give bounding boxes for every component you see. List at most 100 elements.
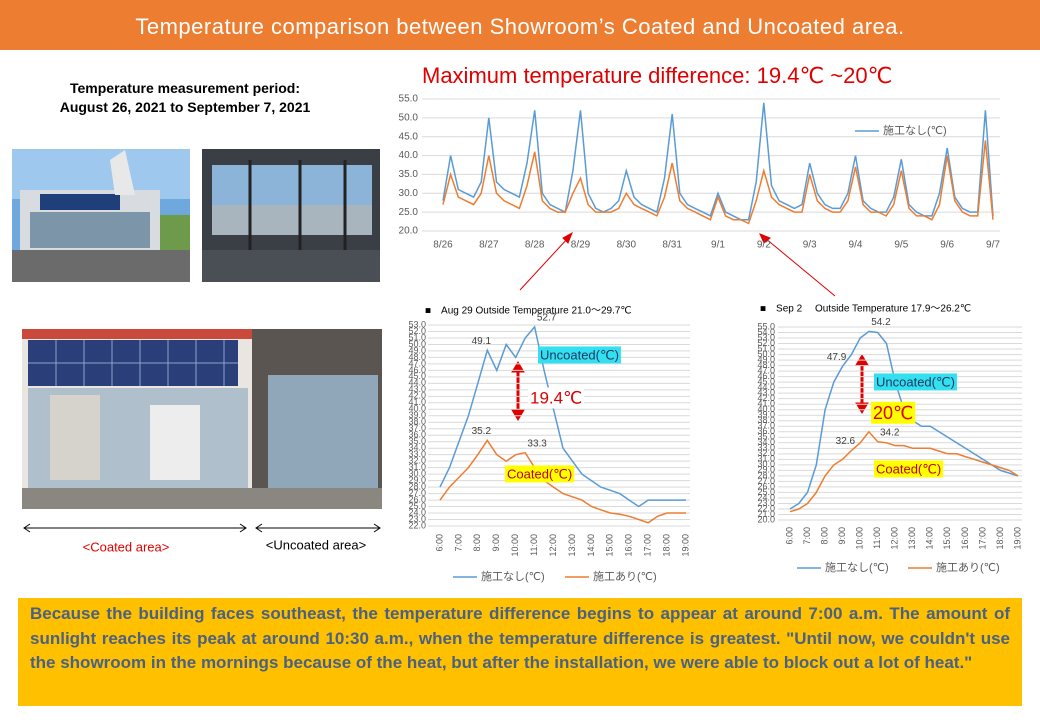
y-tick-label: 43.0 [408, 384, 426, 394]
annotation: Coated(℃) [876, 461, 941, 476]
data-label: 32.6 [836, 436, 856, 447]
y-tick-label: 26.0 [757, 481, 775, 491]
x-tick-label: 6:00 [784, 527, 794, 545]
x-tick-label: 8/27 [479, 240, 499, 251]
annotation-bg [538, 346, 621, 364]
x-tick-label: 7:00 [453, 534, 463, 552]
legend-label: 施工あり(℃) [593, 570, 657, 583]
data-label: 35.2 [472, 426, 492, 437]
y-tick-label: 23.0 [408, 514, 426, 524]
caption-coated: <Coated area> [83, 539, 170, 554]
legend-label: 施工あり(℃) [936, 561, 1000, 574]
y-tick-label: 36.0 [757, 426, 775, 436]
y-tick-label: 49.0 [757, 354, 775, 364]
annotation-bg [874, 460, 944, 478]
y-tick-label: 44.0 [408, 378, 426, 388]
y-tick-label: 36.0 [408, 430, 426, 440]
x-tick-label: 9:00 [491, 534, 501, 552]
y-tick-label: 32.0 [408, 456, 426, 466]
data-label: 49.1 [472, 336, 492, 347]
caption-uncoated: <Uncoated area> [266, 537, 366, 552]
y-tick-label: 38.0 [408, 417, 426, 427]
y-tick-label: 35.0 [399, 169, 419, 180]
legend-label: 施工なし(℃) [883, 124, 947, 137]
y-tick-label: 24.0 [408, 507, 426, 517]
y-tick-label: 43.0 [757, 388, 775, 398]
y-tick-label: 52.0 [408, 326, 426, 336]
y-tick-label: 31.0 [757, 454, 775, 464]
x-tick-label: 14:00 [586, 534, 596, 557]
data-label: 52.7 [537, 313, 557, 324]
y-tick-label: 47.0 [408, 358, 426, 368]
x-tick-label: 11:00 [872, 527, 882, 549]
x-tick-label: 6:00 [434, 534, 444, 552]
y-tick-label: 55.0 [757, 321, 775, 331]
period-label: Temperature measurement period: [69, 80, 301, 96]
y-tick-label: 42.0 [757, 393, 775, 403]
y-tick-label: 42.0 [408, 391, 426, 401]
y-tick-label: 40.0 [399, 150, 419, 161]
annotation: Uncoated(℃) [540, 347, 619, 362]
y-tick-label: 33.0 [408, 449, 426, 459]
y-tick-label: 21.0 [757, 509, 775, 519]
difference-arrows [511, 354, 869, 421]
annotation-bg [871, 401, 916, 424]
y-tick-label: 20.0 [399, 226, 419, 237]
y-tick-label: 24.0 [757, 492, 775, 502]
y-tick-label: 52.0 [757, 338, 775, 348]
series-line [442, 140, 994, 225]
y-tick-label: 53.0 [408, 319, 426, 329]
x-tick-label: 9/5 [894, 240, 908, 251]
x-tick-label: 8/29 [571, 240, 591, 251]
x-tick-label: 19:00 [1012, 527, 1022, 550]
y-tick-label: 28.0 [408, 481, 426, 491]
annotation: Coated(℃) [507, 466, 572, 481]
y-tick-label: 25.0 [408, 501, 426, 511]
x-tick-label: 9/6 [940, 240, 954, 251]
y-tick-label: 48.0 [408, 352, 426, 362]
y-tick-label: 40.0 [408, 404, 426, 414]
photo-exterior [12, 149, 190, 282]
y-tick-label: 37.0 [757, 421, 775, 431]
y-tick-label: 51.0 [757, 343, 775, 353]
y-tick-label: 35.0 [757, 432, 775, 442]
y-tick-label: 46.0 [408, 365, 426, 375]
x-tick-label: 8:00 [472, 534, 482, 552]
data-label: 33.3 [527, 438, 547, 449]
x-tick-label: 8/28 [525, 240, 545, 251]
y-tick-label: 48.0 [757, 360, 775, 370]
y-tick-label: 45.0 [399, 131, 419, 142]
y-tick-label: 39.0 [408, 410, 426, 420]
x-tick-label: 13:00 [907, 527, 917, 550]
y-tick-label: 29.0 [757, 465, 775, 475]
annotation-bg [505, 465, 575, 483]
y-tick-label: 40.0 [757, 404, 775, 414]
x-tick-label: 16:00 [960, 527, 970, 550]
x-tick-label: 11:00 [529, 534, 539, 556]
x-tick-label: 18:00 [661, 534, 671, 557]
y-tick-label: 45.0 [408, 371, 426, 381]
y-tick-label: 55.0 [399, 94, 419, 105]
y-tick-label: 37.0 [408, 423, 426, 433]
photo-interior [202, 149, 380, 282]
y-tick-label: 35.0 [408, 436, 426, 446]
series-line [439, 325, 686, 508]
y-tick-label: 51.0 [408, 332, 426, 342]
dimension-arrows [23, 523, 381, 533]
x-tick-label: 16:00 [624, 534, 634, 557]
pointer-arrows [519, 231, 836, 297]
footer-text: Because the building faces southeast, th… [18, 598, 1022, 706]
y-tick-label: 50.0 [408, 339, 426, 349]
y-tick-label: 28.0 [757, 470, 775, 480]
x-tick-label: 17:00 [977, 527, 987, 550]
y-tick-label: 20.0 [757, 514, 775, 524]
y-tick-label: 22.0 [757, 503, 775, 513]
y-tick-label: 23.0 [757, 498, 775, 508]
x-tick-label: 9/3 [803, 240, 817, 251]
x-tick-label: 9:00 [837, 527, 847, 545]
y-tick-label: 30.0 [408, 469, 426, 479]
x-tick-label: 10:00 [855, 527, 865, 550]
annotation: 19.4℃ [530, 388, 582, 407]
y-tick-label: 50.0 [399, 112, 419, 123]
x-tick-label: 15:00 [605, 534, 615, 557]
